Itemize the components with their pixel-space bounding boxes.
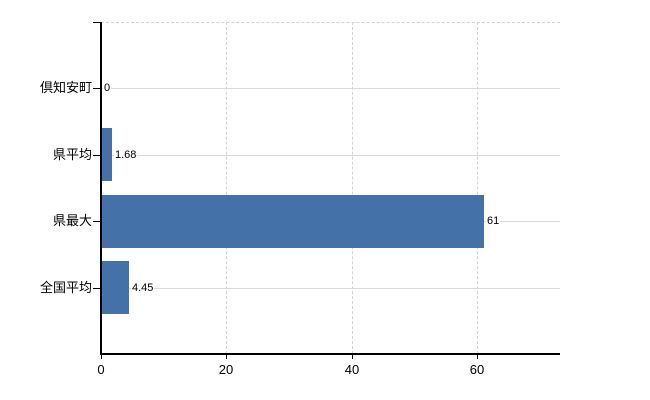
y-axis-line [100, 22, 102, 355]
bar [102, 261, 129, 314]
bar-value-label: 61 [486, 215, 501, 228]
x-axis-tick-label: 20 [218, 362, 234, 377]
category-label: 県最大 [52, 213, 92, 228]
x-axis-line [100, 353, 560, 355]
bar-value-label: 1.68 [114, 149, 138, 162]
y-axis-tick [93, 155, 101, 156]
horizontal-gridline [101, 88, 560, 89]
x-axis-tick [477, 355, 478, 359]
y-axis-tick [93, 221, 101, 222]
category-label: 全国平均 [39, 280, 92, 295]
y-axis-tick [93, 288, 101, 289]
category-label: 倶知安町 [39, 80, 92, 95]
bar [102, 195, 484, 248]
x-axis-tick [101, 355, 102, 359]
vertical-gridline [352, 22, 353, 354]
plot-top-gridline [101, 22, 560, 23]
bar-value-label: 0 [103, 82, 112, 95]
category-label: 県平均 [52, 147, 92, 162]
vertical-gridline [477, 22, 478, 354]
x-axis-tick [352, 355, 353, 359]
vertical-gridline [226, 22, 227, 354]
x-axis-tick [226, 355, 227, 359]
x-axis-tick-label: 40 [344, 362, 360, 377]
y-axis-tick [93, 88, 101, 89]
bar [102, 128, 112, 181]
x-axis-tick-label: 60 [469, 362, 485, 377]
horizontal-gridline [101, 288, 560, 289]
bar-value-label: 4.45 [131, 282, 155, 295]
horizontal-gridline [101, 155, 560, 156]
x-axis-tick-label: 0 [97, 362, 105, 377]
y-axis-tick [93, 22, 101, 23]
